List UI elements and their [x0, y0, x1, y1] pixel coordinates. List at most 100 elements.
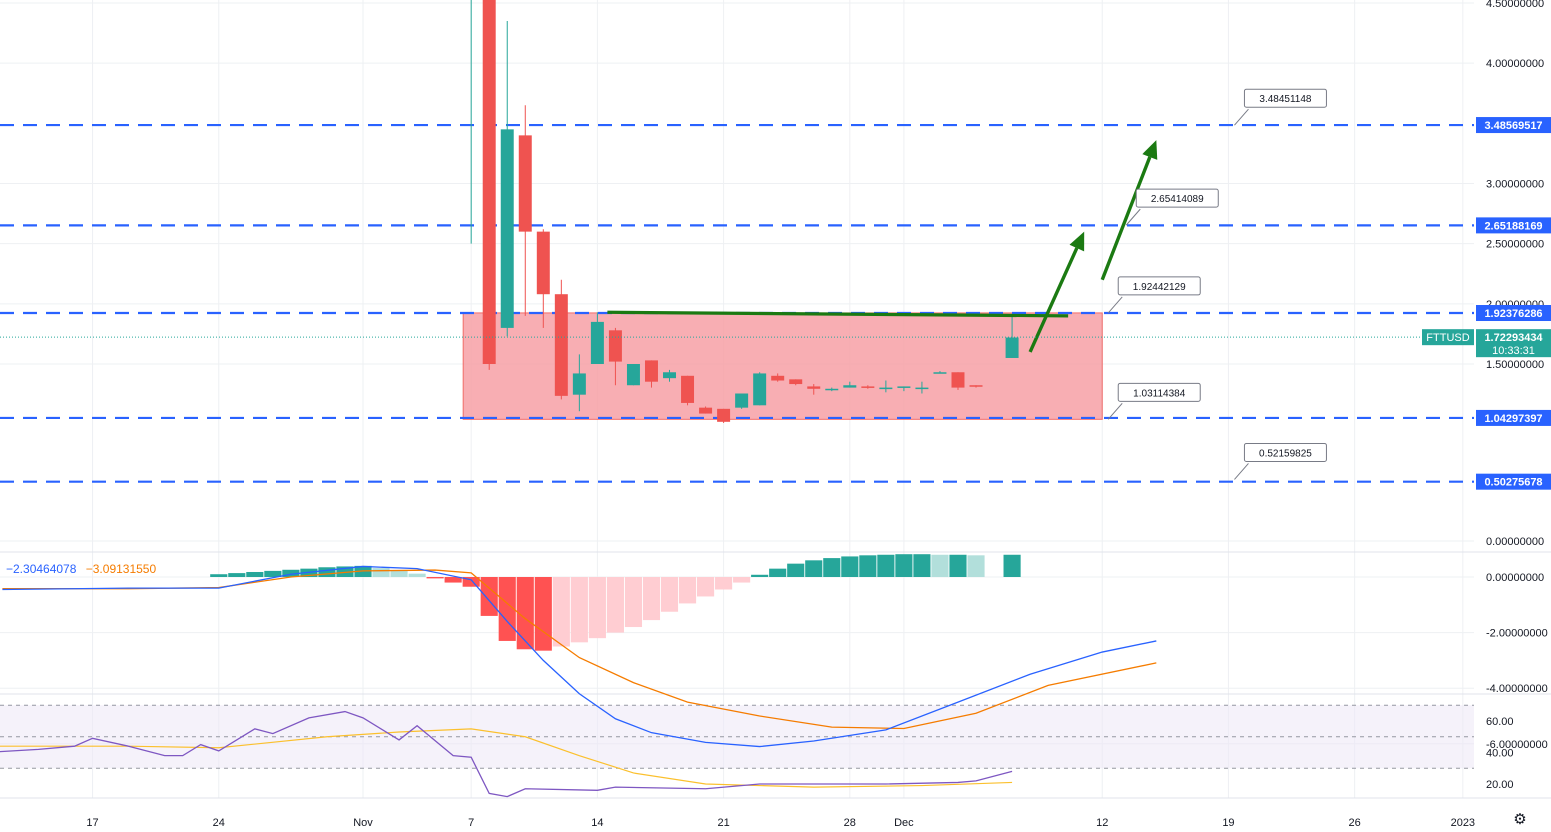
price-tick-label: 4.50000000: [1486, 0, 1544, 10]
x-tick-label: Nov: [353, 817, 373, 829]
candle-body: [554, 294, 568, 396]
candle-body: [843, 385, 857, 388]
candle-body: [482, 0, 496, 364]
macd-histogram-bar: [1003, 554, 1021, 577]
candle-body: [753, 373, 767, 406]
price-callout-label: 2.65414089: [1151, 194, 1204, 205]
macd-histogram-bar: [859, 555, 877, 577]
x-tick-label: 12: [1096, 817, 1108, 829]
level-axis-text: 1.92376286: [1484, 308, 1542, 320]
candle-body: [969, 385, 983, 387]
time-axis[interactable]: 17 24 Nov 7 14 21 28 Dec 12 19 26 2023: [86, 817, 1475, 829]
candle-body: [699, 407, 713, 414]
macd-histogram-bar: [697, 577, 715, 597]
macd-histogram-bar: [426, 577, 444, 579]
candle-body: [572, 373, 586, 395]
price-tick-label: 3.00000000: [1486, 179, 1544, 191]
level-axis-text: 0.50275678: [1484, 477, 1542, 489]
macd-tick-label: 0.00000000: [1486, 572, 1544, 584]
macd-tick-label: -4.00000000: [1486, 683, 1548, 695]
level-axis-text: 3.48569517: [1484, 120, 1542, 132]
rsi-pane: [0, 704, 1474, 798]
signal-line: [2, 569, 1157, 730]
candle-body: [590, 321, 604, 364]
macd-line: [2, 565, 1157, 748]
macd-histogram-bar: [787, 563, 805, 577]
candle-body: [500, 129, 514, 328]
price-axis[interactable]: 0.000000001.500000002.000000002.50000000…: [1422, 0, 1551, 791]
macd-histogram-bar: [769, 568, 787, 577]
price-callout[interactable]: [1117, 382, 1201, 402]
macd-histogram-bar: [895, 554, 913, 577]
arrow-head: [1069, 231, 1085, 252]
macd-histogram-bar: [642, 577, 661, 621]
x-tick-label: 26: [1349, 817, 1361, 829]
x-tick-label: 19: [1222, 817, 1234, 829]
countdown-label: 10:33:31: [1492, 345, 1535, 357]
level-axis-label: [1476, 217, 1551, 234]
macd-pane: [2, 554, 1157, 748]
resistance-trend-line[interactable]: [607, 310, 1069, 318]
macd-histogram-bar: [967, 555, 985, 577]
projection-arrow[interactable]: [1100, 156, 1152, 281]
candle-body: [644, 360, 658, 382]
candle-body: [663, 372, 677, 379]
symbol-label: FTTUSD: [1426, 332, 1469, 344]
level-axis-text: 1.04297397: [1484, 413, 1542, 425]
macd-histogram-bar: [624, 577, 643, 628]
macd-histogram-bar: [823, 558, 841, 577]
signal-value: −3.09131550: [85, 562, 157, 576]
price-callout[interactable]: [1243, 88, 1327, 108]
macd-histogram-bar: [228, 573, 246, 577]
macd-tick-label: -6.00000000: [1486, 739, 1548, 751]
macd-histogram-bar: [949, 554, 967, 577]
level-axis-label: [1476, 305, 1551, 322]
macd-histogram-bar: [877, 554, 895, 577]
candle-body: [861, 386, 875, 388]
level-axis-label: [1476, 473, 1551, 490]
macd-histogram-bar: [715, 577, 733, 590]
rsi-tick-label: 20.00: [1486, 779, 1514, 791]
macd-histogram-bar: [462, 577, 480, 587]
last-price-label: 1.72293434: [1484, 332, 1543, 344]
callout-pointer: [1234, 108, 1249, 126]
projection-arrow[interactable]: [1028, 247, 1079, 353]
rsi-tick-label: 40.00: [1486, 748, 1514, 760]
last-price-tag: [1476, 329, 1551, 358]
level-axis-label: [1476, 409, 1551, 426]
price-callout[interactable]: [1117, 276, 1201, 296]
macd-histogram-bar: [913, 554, 931, 577]
candle-body: [825, 388, 839, 391]
price-callout[interactable]: [1243, 442, 1327, 462]
macd-histogram-bar: [282, 569, 300, 577]
gear-icon[interactable]: ⚙: [1513, 811, 1527, 828]
price-tick-label: 1.50000000: [1486, 359, 1544, 371]
macd-tick-label: -2.00000000: [1486, 628, 1548, 640]
candle-body: [518, 135, 532, 232]
macd-value: −2.30464078: [6, 562, 77, 576]
macd-histogram-bar: [678, 577, 697, 604]
macd-histogram-bar: [606, 577, 624, 633]
macd-histogram-bar: [444, 577, 462, 583]
macd-histogram-bar: [408, 573, 426, 577]
x-tick-label: 21: [717, 817, 729, 829]
macd-histogram-bar: [336, 566, 354, 577]
symbol-tag[interactable]: [1422, 329, 1474, 346]
candle-body: [1005, 337, 1019, 358]
candle-body: [933, 372, 947, 374]
callout-pointer: [1234, 463, 1249, 480]
macd-histogram-bar: [372, 568, 390, 577]
macd-histogram-bar: [390, 570, 408, 577]
x-tick-label: Dec: [894, 817, 914, 829]
grid: [0, 0, 1551, 799]
candle-body: [879, 387, 893, 390]
macd-histogram-bar: [534, 577, 552, 651]
candle-body: [626, 364, 640, 386]
range-box[interactable]: [462, 312, 1103, 420]
callout-pointer: [1107, 402, 1123, 420]
price-callout-label: 1.92442129: [1133, 282, 1186, 293]
price-callout[interactable]: [1135, 188, 1219, 208]
x-tick-label: 17: [86, 817, 98, 829]
candle-body: [608, 330, 622, 362]
